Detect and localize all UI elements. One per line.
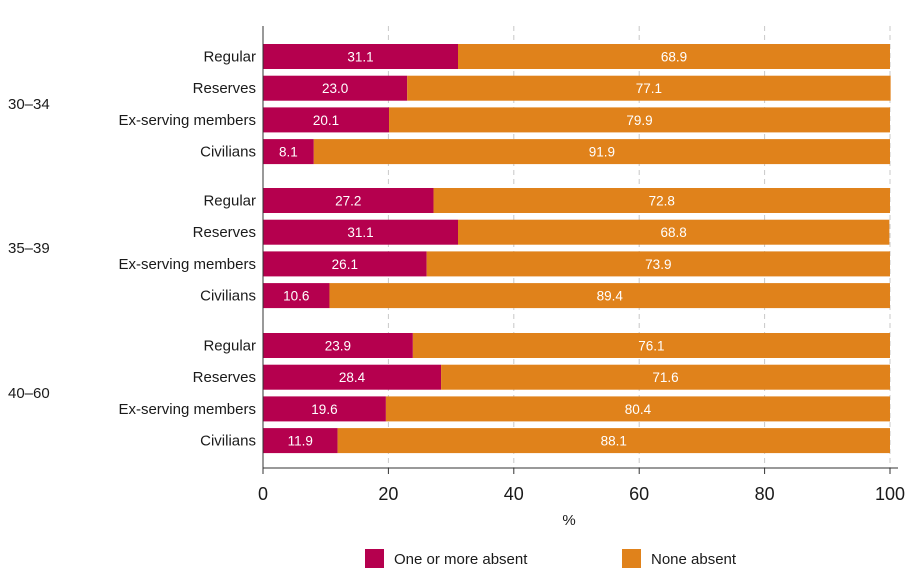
bar-none-absent	[441, 364, 890, 390]
data-label-one-or-more-absent: 11.9	[288, 434, 313, 449]
bar-one-or-more-absent	[263, 75, 408, 101]
legend: One or more absent None absent	[365, 549, 737, 568]
bar-none-absent	[412, 333, 890, 358]
bar-none-absent	[457, 44, 890, 69]
bar-one-or-more-absent	[263, 333, 413, 358]
bar-one-or-more-absent	[263, 219, 458, 245]
data-label-none-absent: 68.8	[661, 225, 687, 240]
bar-one-or-more-absent	[263, 251, 427, 277]
legend-none-absent-label: None absent	[651, 551, 737, 568]
bar-one-or-more-absent	[263, 396, 386, 422]
x-tick-label-40: 40	[504, 484, 524, 504]
category-label: Reserves	[193, 369, 256, 386]
bar-one-or-more-absent	[263, 283, 330, 309]
x-tick-label-100: 100	[875, 484, 905, 504]
data-label-one-or-more-absent: 31.1	[347, 225, 373, 240]
bar-none-absent	[329, 283, 890, 309]
category-label: Civilians	[200, 433, 256, 450]
data-label-none-absent: 88.1	[601, 434, 627, 449]
bar-one-or-more-absent	[263, 428, 338, 454]
data-label-one-or-more-absent: 28.4	[339, 370, 366, 385]
bars	[263, 44, 891, 454]
x-tick-label-60: 60	[629, 484, 649, 504]
data-label-one-or-more-absent: 8.1	[279, 145, 298, 160]
group-label-1: 35–39	[8, 240, 50, 257]
data-label-one-or-more-absent: 20.1	[313, 113, 339, 128]
bar-none-absent	[337, 428, 890, 454]
x-tick-label-80: 80	[755, 484, 775, 504]
bar-one-or-more-absent	[263, 364, 442, 390]
labels: 0 20 40 60 80 100% 30–34 Regular 31.1 68.9 Reserve…	[8, 49, 905, 530]
data-label-one-or-more-absent: 10.6	[283, 289, 309, 304]
category-label: Ex-serving members	[118, 401, 256, 418]
data-label-one-or-more-absent: 23.0	[322, 81, 348, 96]
category-label: Civilians	[200, 288, 256, 305]
data-label-one-or-more-absent: 19.6	[311, 402, 337, 417]
legend-one-or-more-absent-label: One or more absent	[394, 551, 528, 568]
x-tick-label-0: 0	[258, 484, 268, 504]
bar-one-or-more-absent	[263, 44, 458, 69]
data-label-none-absent: 72.8	[649, 194, 675, 209]
legend-none-absent-swatch	[622, 549, 641, 568]
bar-one-or-more-absent	[263, 188, 434, 213]
x-tick-label-20: 20	[378, 484, 398, 504]
data-label-none-absent: 79.9	[626, 113, 652, 128]
data-label-none-absent: 68.9	[661, 50, 687, 65]
data-label-one-or-more-absent: 23.9	[325, 339, 351, 354]
bar-none-absent	[433, 188, 890, 213]
data-label-none-absent: 89.4	[597, 289, 624, 304]
category-label: Ex-serving members	[118, 256, 256, 273]
group-label-2: 40–60	[8, 385, 50, 402]
category-label: Regular	[203, 193, 256, 210]
category-label: Reserves	[193, 80, 256, 97]
data-label-none-absent: 77.1	[636, 81, 662, 96]
bar-none-absent	[457, 219, 890, 245]
data-label-none-absent: 73.9	[645, 257, 671, 272]
bar-none-absent	[426, 251, 890, 277]
data-label-none-absent: 80.4	[625, 402, 652, 417]
data-label-one-or-more-absent: 31.1	[347, 50, 373, 65]
data-label-none-absent: 91.9	[589, 145, 615, 160]
data-label-one-or-more-absent: 27.2	[335, 194, 361, 209]
x-axis-label: %	[562, 512, 575, 529]
category-label: Civilians	[200, 144, 256, 161]
bar-none-absent	[407, 75, 891, 101]
bar-one-or-more-absent	[263, 139, 314, 165]
category-label: Ex-serving members	[118, 112, 256, 129]
axes	[262, 26, 898, 474]
category-label: Regular	[203, 338, 256, 355]
data-label-none-absent: 76.1	[638, 339, 664, 354]
bar-one-or-more-absent	[263, 107, 390, 133]
bar-none-absent	[389, 107, 890, 133]
bar-none-absent	[313, 139, 890, 165]
bar-none-absent	[385, 396, 890, 422]
group-label-0: 30–34	[8, 96, 50, 113]
category-label: Regular	[203, 49, 256, 66]
legend-one-or-more-absent-swatch	[365, 549, 384, 568]
category-label: Reserves	[193, 224, 256, 241]
data-label-none-absent: 71.6	[652, 370, 678, 385]
data-label-one-or-more-absent: 26.1	[332, 257, 358, 272]
